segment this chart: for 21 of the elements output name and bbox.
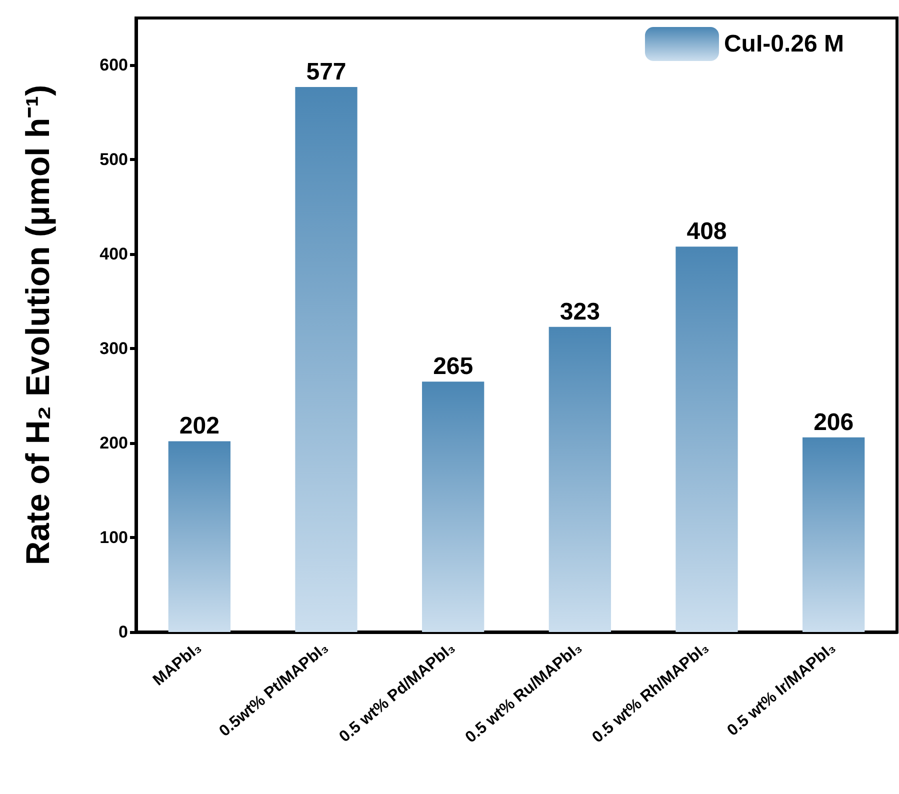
- legend-label: CuI-0.26 M: [724, 30, 844, 58]
- bar: [802, 437, 865, 632]
- bar: [676, 246, 738, 632]
- data-label: 408: [686, 218, 727, 246]
- data-label: 577: [306, 58, 346, 86]
- y-axis-title: Rate of H₂ Evolution (μmol h⁻¹): [19, 84, 56, 566]
- y-tick-label: 500: [100, 150, 128, 170]
- y-tick-label: 600: [100, 56, 128, 75]
- bar: [548, 326, 611, 632]
- y-tick-label: 100: [100, 528, 128, 548]
- data-label: 202: [179, 412, 220, 440]
- y-tick-label: 400: [100, 244, 128, 264]
- y-tick-label: 200: [100, 434, 128, 453]
- data-label: 206: [814, 408, 854, 436]
- bar: [295, 86, 358, 632]
- data-label: 323: [560, 298, 600, 326]
- bar: [422, 382, 484, 632]
- data-label: 265: [433, 353, 474, 380]
- y-tick-label: 300: [100, 339, 128, 358]
- y-tick-label: 0: [118, 622, 128, 642]
- bar: [168, 441, 230, 632]
